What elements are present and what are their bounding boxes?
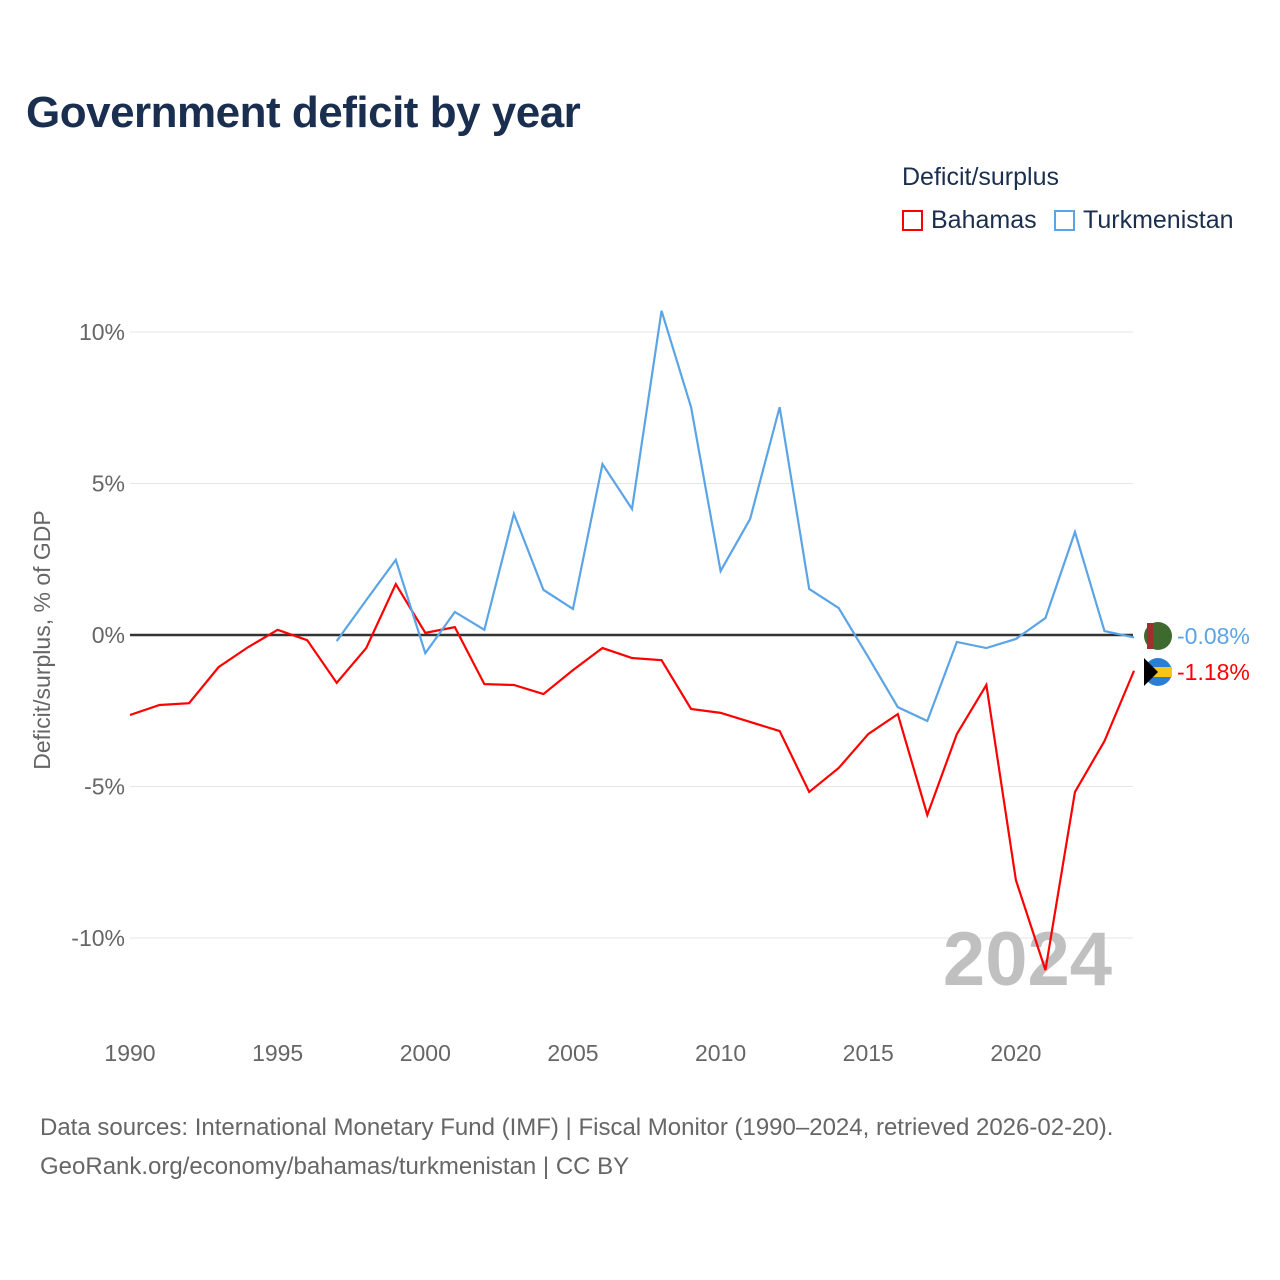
y-tick-label: -10% <box>71 925 125 951</box>
legend-label: Turkmenistan <box>1083 206 1234 234</box>
legend-title: Deficit/surplus <box>902 163 1059 191</box>
year-watermark: 2024 <box>943 917 1112 1002</box>
end-value-label: -0.08% <box>1177 623 1250 649</box>
x-tick-label: 2005 <box>547 1040 598 1066</box>
x-tick-label: 2000 <box>400 1040 451 1066</box>
series-line-turkmenistan <box>335 310 1135 723</box>
y-tick-label: 5% <box>92 471 125 497</box>
x-tick-label: 2015 <box>843 1040 894 1066</box>
chart-title: Government deficit by year <box>26 88 581 137</box>
end-value-label: -1.18% <box>1177 659 1250 685</box>
source-note: Data sources: International Monetary Fun… <box>40 1108 1113 1186</box>
flag-triangle <box>1144 658 1158 686</box>
x-tick-label: 1995 <box>252 1040 303 1066</box>
y-tick-label: -5% <box>84 774 125 800</box>
series-line-bahamas <box>129 581 1136 971</box>
y-axis-label: Deficit/surplus, % of GDP <box>29 510 55 769</box>
flag-stripe <box>1147 623 1153 649</box>
x-tick-label: 2010 <box>695 1040 746 1066</box>
source-line-1: Data sources: International Monetary Fun… <box>40 1114 1114 1141</box>
legend-label: Bahamas <box>931 206 1037 234</box>
legend-swatch <box>902 210 923 231</box>
x-tick-label: 1990 <box>104 1040 155 1066</box>
x-tick-label: 2020 <box>990 1040 1041 1066</box>
y-tick-label: 10% <box>79 319 125 345</box>
legend-item-turkmenistan[interactable]: Turkmenistan <box>1054 206 1234 235</box>
legend-swatch <box>1054 210 1075 231</box>
y-tick-label: 0% <box>92 622 125 648</box>
legend-item-bahamas[interactable]: Bahamas <box>902 206 1037 235</box>
source-line-2[interactable]: GeoRank.org/economy/bahamas/turkmenistan… <box>40 1153 630 1180</box>
